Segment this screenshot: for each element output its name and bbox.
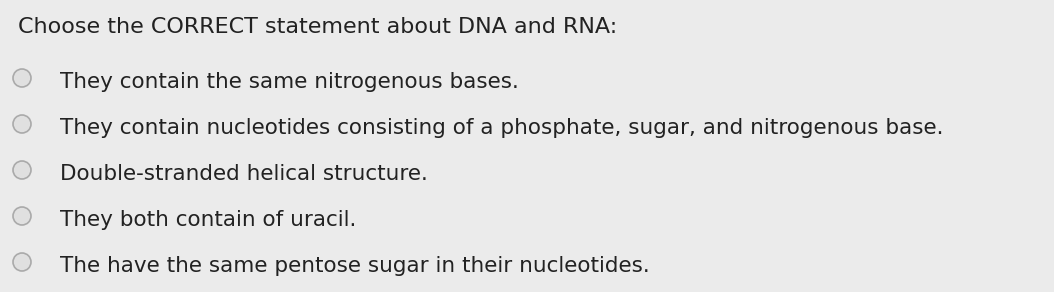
Text: They both contain of uracil.: They both contain of uracil. xyxy=(60,210,356,230)
Text: They contain the same nitrogenous bases.: They contain the same nitrogenous bases. xyxy=(60,72,519,92)
Circle shape xyxy=(13,207,31,225)
Text: They contain nucleotides consisting of a phosphate, sugar, and nitrogenous base.: They contain nucleotides consisting of a… xyxy=(60,118,943,138)
Circle shape xyxy=(13,161,31,179)
Circle shape xyxy=(13,253,31,271)
Text: Choose the CORRECT statement about DNA and RNA:: Choose the CORRECT statement about DNA a… xyxy=(18,17,618,37)
Text: The have the same pentose sugar in their nucleotides.: The have the same pentose sugar in their… xyxy=(60,256,649,276)
Circle shape xyxy=(13,69,31,87)
Text: Double-stranded helical structure.: Double-stranded helical structure. xyxy=(60,164,428,184)
Circle shape xyxy=(13,115,31,133)
